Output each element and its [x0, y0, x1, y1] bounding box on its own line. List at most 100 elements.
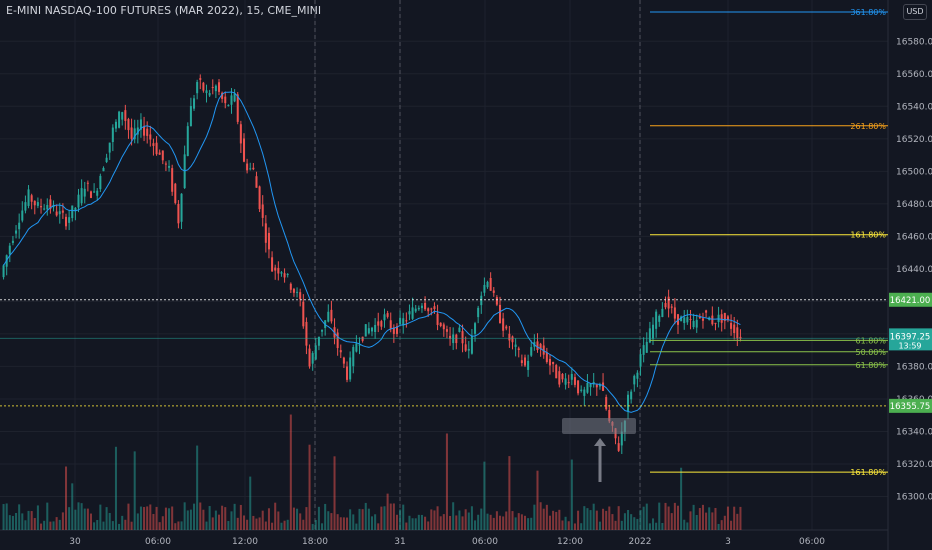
- volume-bar: [470, 506, 473, 530]
- candle-body: [586, 382, 589, 393]
- candle-body: [296, 291, 299, 293]
- candle-body: [89, 191, 93, 198]
- x-tick-label: 2022: [629, 537, 652, 547]
- volume-bar: [58, 519, 61, 530]
- volume-bar: [227, 521, 230, 530]
- volume-bar: [230, 511, 233, 530]
- volume-bar: [74, 509, 77, 530]
- volume-bar: [433, 510, 436, 530]
- volume-bar: [561, 520, 564, 530]
- volume-bar: [402, 504, 405, 530]
- volume-bar: [233, 503, 236, 530]
- volume-bar: [267, 508, 270, 530]
- volume-bar: [383, 506, 386, 530]
- candle-body: [177, 203, 180, 224]
- candle-body: [158, 152, 161, 155]
- volume-bar: [602, 508, 605, 530]
- candle-body: [33, 200, 36, 206]
- volume-bar: [361, 509, 364, 530]
- candle-body: [589, 383, 592, 388]
- candle-body: [46, 204, 49, 210]
- candle-body: [733, 324, 736, 333]
- volume-bar: [296, 508, 299, 530]
- candle-body: [174, 183, 177, 203]
- volume-bar: [705, 512, 708, 530]
- volume-bar: [527, 518, 530, 530]
- candle-body: [670, 306, 673, 308]
- volume-bar: [77, 502, 80, 530]
- candle-body: [561, 373, 564, 380]
- candle-body: [18, 222, 21, 230]
- candle-body: [124, 110, 127, 121]
- x-tick-label: 31: [394, 537, 405, 547]
- candle-body: [392, 327, 395, 334]
- volume-bar: [720, 520, 723, 530]
- volume-bar: [68, 507, 71, 530]
- volume-bar: [158, 522, 161, 530]
- fib-level-label: 50.00%: [855, 348, 886, 357]
- volume-bar: [736, 513, 739, 530]
- candle-body: [598, 384, 601, 387]
- volume-bar: [636, 518, 639, 530]
- volume-bar: [408, 515, 411, 530]
- volume-bar: [121, 515, 124, 530]
- price-level-label: 16355.75: [890, 402, 931, 412]
- volume-bar: [405, 522, 408, 530]
- volume-bar: [130, 521, 133, 530]
- candle-body: [701, 318, 704, 321]
- candle-body: [286, 273, 289, 275]
- volume-bar: [336, 514, 339, 530]
- volume-bar: [105, 507, 108, 530]
- candle-body: [602, 382, 605, 391]
- candle-body: [58, 211, 61, 215]
- volume-bar: [224, 507, 227, 530]
- volume-bar: [302, 519, 305, 530]
- volume-bar: [374, 514, 377, 530]
- volume-bar: [701, 504, 704, 530]
- candle-body: [149, 134, 152, 140]
- volume-bar: [489, 514, 492, 530]
- volume-bar: [508, 456, 511, 530]
- candle-body: [118, 111, 121, 128]
- volume-bar: [258, 517, 261, 530]
- y-tick-label: 16440.00: [896, 265, 932, 275]
- volume-bar: [342, 517, 345, 530]
- fib-level-label: 261.80%: [850, 122, 886, 131]
- candle-body: [80, 188, 83, 204]
- candle-body: [514, 344, 517, 347]
- volume-bar: [548, 515, 551, 530]
- volume-bar: [239, 504, 242, 530]
- volume-bar: [449, 515, 452, 530]
- candle-body: [242, 138, 245, 162]
- candle-body: [246, 163, 249, 171]
- candle-body: [592, 381, 595, 385]
- volume-bar: [589, 510, 592, 530]
- volume-bar: [386, 493, 389, 530]
- candle-body: [705, 310, 708, 313]
- candle-body: [255, 176, 258, 188]
- volume-bar: [333, 456, 336, 530]
- volume-bar: [661, 522, 664, 530]
- candle-body: [358, 344, 361, 346]
- volume-bar: [189, 509, 192, 530]
- volume-bar: [152, 513, 155, 530]
- candle-body: [664, 303, 667, 308]
- candle-body: [199, 78, 202, 80]
- candle-body: [111, 127, 114, 142]
- volume-bar: [495, 511, 498, 530]
- volume-bar: [33, 518, 36, 530]
- y-tick-label: 16460.00: [896, 232, 932, 242]
- candle-body: [314, 345, 317, 360]
- volume-bar: [111, 521, 114, 530]
- currency-button[interactable]: USD: [903, 4, 927, 20]
- candle-body: [676, 314, 680, 325]
- candle-body: [283, 273, 286, 278]
- volume-bar: [414, 518, 417, 530]
- candle-body: [739, 336, 742, 339]
- candle-body: [308, 348, 311, 367]
- candle-body: [723, 312, 726, 321]
- candle-body: [573, 377, 576, 385]
- candle-body: [77, 194, 80, 208]
- candle-body: [583, 389, 586, 396]
